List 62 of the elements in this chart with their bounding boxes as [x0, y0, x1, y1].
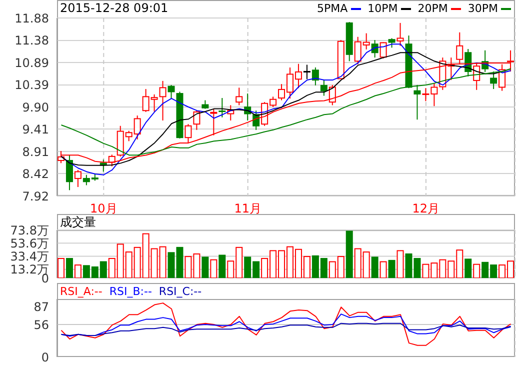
candlestick — [396, 22, 404, 46]
candlestick — [490, 70, 498, 90]
legend-label: 5PMA — [316, 2, 349, 15]
legend-label: 10PM — [368, 2, 399, 15]
candlestick — [193, 110, 200, 130]
chart-title: 成交量 — [60, 215, 96, 230]
legend-label: 30PM — [468, 2, 499, 15]
y-tick-label: 87 — [34, 300, 49, 314]
candlestick — [236, 87, 243, 106]
bar — [58, 258, 64, 278]
candlestick — [303, 64, 310, 80]
candlestick — [320, 80, 328, 96]
y-tick-label: 8.42 — [22, 166, 49, 181]
candlestick — [66, 154, 73, 191]
y-tick-label: 53.6万 — [10, 236, 49, 250]
line-series — [60, 314, 512, 337]
x-tick-label: 12月 — [412, 202, 440, 216]
legend-label: 20PM — [418, 2, 449, 15]
candlestick — [371, 40, 378, 58]
bar — [218, 254, 226, 278]
bar — [464, 258, 472, 278]
bar — [388, 260, 396, 278]
candlestick — [210, 108, 218, 136]
y-tick-label: 10.39 — [14, 78, 49, 92]
y-tick-label: 11.38 — [14, 34, 49, 48]
line-series — [60, 322, 512, 336]
x-tick-label: 10月 — [90, 202, 118, 216]
y-tick-label: 33.4万 — [10, 250, 49, 264]
y-tick-label: 9.90 — [22, 100, 49, 114]
y-tick-label: 9.41 — [22, 122, 49, 136]
candlestick — [218, 98, 226, 118]
bar — [346, 230, 353, 278]
bar — [210, 259, 218, 278]
y-tick-label: 73.8万 — [10, 223, 49, 238]
x-tick-label: 11月 — [234, 202, 262, 216]
candlestick — [380, 42, 387, 59]
y-tick-label: 13.2万 — [10, 262, 49, 277]
bar — [380, 261, 387, 278]
y-tick-label: 11.88 — [14, 11, 49, 26]
text: RSI_A:-- — [60, 285, 102, 298]
bar — [371, 256, 378, 278]
line-series — [60, 302, 512, 346]
y-tick-label: 56 — [34, 318, 49, 332]
y-tick-label: 10.89 — [14, 56, 49, 70]
series-label: RSI_B:-- — [109, 285, 152, 298]
y-tick-label: 0 — [41, 350, 49, 364]
bar — [202, 256, 209, 278]
chart-title: 2015-12-28 09:01 — [60, 1, 168, 16]
candlestick — [168, 84, 175, 99]
candlestick — [184, 124, 192, 144]
y-tick-label: 7.92 — [22, 189, 49, 204]
candlestick — [388, 38, 396, 48]
candlestick — [414, 84, 421, 120]
bar — [396, 250, 404, 278]
bar — [74, 264, 82, 278]
candlestick — [159, 80, 166, 121]
candlestick — [312, 66, 319, 86]
bar — [66, 258, 73, 278]
candlestick — [74, 169, 82, 188]
text: RSI_C:-- — [158, 285, 202, 298]
bar — [473, 264, 480, 278]
y-tick-label: 8.91 — [22, 144, 49, 159]
